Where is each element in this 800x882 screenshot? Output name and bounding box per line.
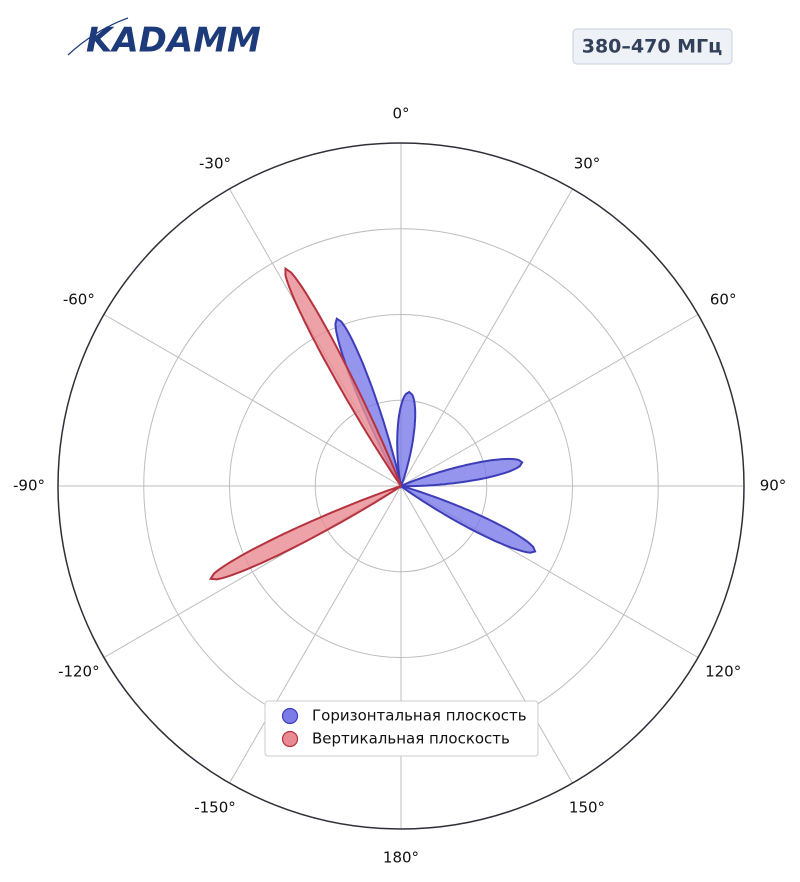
angle-tick-label: 180° — [383, 849, 419, 867]
angle-tick-label: -90° — [13, 477, 45, 495]
legend-label: Вертикальная плоскость — [312, 730, 510, 748]
angle-tick-label: -30° — [199, 154, 231, 172]
angle-tick-label: 150° — [569, 799, 605, 817]
grid-spoke — [400, 314, 699, 487]
angle-tick-label: -60° — [63, 291, 95, 309]
legend-marker — [281, 730, 299, 748]
angle-tick-label: 60° — [710, 291, 737, 309]
logo-text: KADAMM — [86, 21, 261, 61]
band-badge — [572, 28, 733, 65]
lobe — [396, 390, 417, 490]
band-label: 380–470 МГц — [582, 36, 723, 58]
lobe — [400, 457, 524, 488]
angle-tick-label: 90° — [760, 477, 787, 495]
lobe — [208, 485, 402, 581]
logo-arc — [67, 17, 129, 56]
lobe — [284, 266, 402, 487]
legend-marker — [281, 707, 299, 725]
grid-spoke — [400, 485, 573, 784]
grid-spoke — [400, 188, 573, 487]
lobe — [400, 485, 537, 554]
angle-tick-label: -120° — [58, 663, 100, 681]
legend-label: Горизонтальная плоскость — [312, 707, 527, 725]
angle-tick-label: 30° — [574, 154, 601, 172]
polar-frame — [57, 142, 745, 830]
angle-tick-label: 120° — [705, 663, 741, 681]
logo: KADAMM — [67, 17, 261, 61]
legend-box — [264, 700, 539, 757]
grid-spoke — [229, 485, 402, 784]
angle-tick-label: 0° — [392, 105, 409, 123]
angle-tick-label: -150° — [194, 799, 236, 817]
grid-spoke — [103, 314, 402, 487]
